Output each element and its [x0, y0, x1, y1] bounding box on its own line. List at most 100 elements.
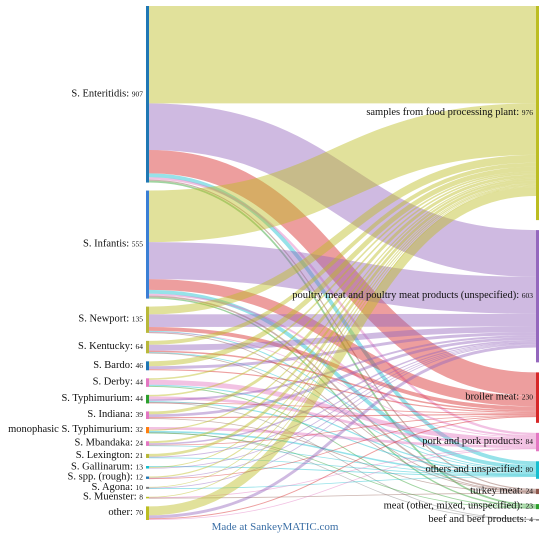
source-node-s-agona[interactable] [146, 486, 149, 489]
flow-s-infantis-to-pork-and-pork-products[interactable] [148, 293, 537, 438]
flow-s-derby-to-samples-from-food-processing-plant[interactable] [148, 171, 537, 380]
flow-s-typhimurium-to-broiler-meat[interactable] [148, 402, 537, 414]
flow-s-muenster-to-pork-and-pork-products[interactable] [148, 447, 537, 499]
target-node-turkey-meat[interactable] [536, 488, 539, 495]
flow-s-infantis-to-meat-other-mixed-unspecified[interactable] [148, 297, 537, 508]
flow-other-to-samples-from-food-processing-plant[interactable] [148, 187, 537, 516]
flow-s-derby-to-others-and-unspecified[interactable] [148, 384, 537, 472]
flow-s-kentucky-to-poultry-meat-and-poultry-meat-products-unspecified[interactable] [148, 326, 537, 351]
flow-s-kentucky-to-turkey-meat[interactable] [148, 352, 537, 493]
flow-monophasic-s-typhimurium-to-pork-and-pork-products[interactable] [148, 427, 537, 449]
flow-s-gallinarum-to-others-and-unspecified[interactable] [148, 466, 537, 477]
flow-s-indiana-to-broiler-meat[interactable] [148, 413, 537, 419]
flow-s-typhimurium-to-beef-and-beef-products[interactable] [148, 402, 537, 520]
flow-s-bardo-to-broiler-meat[interactable] [148, 369, 537, 414]
target-node-poultry-meat-and-poultry-meat-products-unspecified[interactable] [536, 230, 539, 363]
flow-s-bardo-to-samples-from-food-processing-plant[interactable] [148, 166, 537, 367]
flow-s-newport-to-turkey-meat[interactable] [148, 332, 537, 493]
flow-s-newport-to-pork-and-pork-products[interactable] [148, 331, 537, 438]
flow-s-typhimurium-to-poultry-meat-and-poultry-meat-products-unspecified[interactable] [148, 335, 537, 402]
flow-s-enteritidis-to-broiler-meat[interactable] [148, 150, 537, 396]
source-node-s-infantis[interactable] [146, 190, 149, 299]
source-node-s-typhimurium[interactable] [146, 394, 149, 404]
flow-s-enteritidis-to-meat-other-mixed-unspecified[interactable] [148, 180, 537, 506]
flow-s-indiana-to-turkey-meat[interactable] [148, 418, 537, 494]
flow-s-newport-to-others-and-unspecified[interactable] [148, 330, 537, 471]
flow-s-agona-to-poultry-meat-and-poultry-meat-products-unspecified[interactable] [148, 343, 537, 489]
flow-s-typhimurium-to-pork-and-pork-products[interactable] [148, 396, 537, 446]
flow-s-enteritidis-to-others-and-unspecified[interactable] [148, 173, 537, 466]
flow-s-newport-to-broiler-meat[interactable] [148, 327, 537, 411]
flow-s-muenster-to-turkey-meat[interactable] [148, 492, 537, 499]
source-node-s-gallinarum[interactable] [146, 466, 149, 469]
flow-monophasic-s-typhimurium-to-samples-from-food-processing-plant[interactable] [148, 177, 537, 431]
flow-s-agona-to-others-and-unspecified[interactable] [148, 476, 537, 490]
flow-s-lexington-to-samples-from-food-processing-plant[interactable] [148, 180, 537, 457]
source-node-s-enteritidis[interactable] [146, 6, 149, 183]
flow-s-newport-to-poultry-meat-and-poultry-meat-products-unspecified[interactable] [148, 313, 537, 328]
flow-s-mbandaka-to-samples-from-food-processing-plant[interactable] [148, 178, 537, 444]
flow-s-bardo-to-poultry-meat-and-poultry-meat-products-unspecified[interactable] [148, 332, 537, 370]
target-node-beef-and-beef-products[interactable] [536, 519, 539, 521]
flow-s-enteritidis-to-poultry-meat-and-poultry-meat-products-unspecified[interactable] [148, 103, 537, 277]
source-s-spp-rough-label: S. spp. (rough): 12 [68, 472, 144, 483]
flow-s-agona-to-samples-from-food-processing-plant[interactable] [148, 185, 537, 488]
target-turkey-meat-value: 24 [526, 486, 534, 495]
flow-s-derby-to-pork-and-pork-products[interactable] [148, 379, 537, 443]
target-node-meat-other-mixed-unspecified[interactable] [536, 504, 539, 510]
flow-s-kentucky-to-broiler-meat[interactable] [148, 350, 537, 412]
source-monophasic-s-typhimurium-label: monophasic S. Typhimurium: 32 [8, 425, 143, 436]
target-node-broiler-meat[interactable] [536, 372, 539, 423]
flow-s-indiana-to-samples-from-food-processing-plant[interactable] [148, 174, 537, 415]
flow-s-gallinarum-to-poultry-meat-and-poultry-meat-products-unspecified[interactable] [148, 342, 537, 469]
flow-s-mbandaka-to-broiler-meat[interactable] [148, 415, 537, 446]
flow-other-to-pork-and-pork-products[interactable] [148, 448, 537, 521]
flow-monophasic-s-typhimurium-to-meat-other-mixed-unspecified[interactable] [148, 432, 537, 509]
source-node-s-indiana[interactable] [146, 411, 149, 420]
source-node-other[interactable] [146, 506, 149, 520]
source-node-s-lexington[interactable] [146, 453, 149, 459]
flow-other-to-poultry-meat-and-poultry-meat-products-unspecified[interactable] [148, 344, 537, 519]
target-node-samples-from-food-processing-plant[interactable] [536, 6, 539, 221]
flow-s-kentucky-to-samples-from-food-processing-plant[interactable] [148, 162, 537, 345]
flow-s-infantis-to-others-and-unspecified[interactable] [148, 289, 537, 470]
flow-s-spp-rough-to-samples-from-food-processing-plant[interactable] [148, 184, 537, 478]
flow-s-kentucky-to-others-and-unspecified[interactable] [148, 352, 537, 471]
target-meat-other-mixed-unspecified-value: 23 [526, 501, 534, 510]
flow-monophasic-s-typhimurium-to-beef-and-beef-products[interactable] [148, 432, 537, 521]
source-node-s-bardo[interactable] [146, 361, 149, 371]
flow-s-gallinarum-to-samples-from-food-processing-plant[interactable] [148, 183, 537, 468]
flow-s-newport-to-samples-from-food-processing-plant[interactable] [148, 154, 537, 315]
flow-s-typhimurium-to-samples-from-food-processing-plant[interactable] [148, 173, 537, 397]
source-node-monophasic-s-typhimurium[interactable] [146, 427, 149, 434]
source-node-s-derby[interactable] [146, 378, 149, 387]
flow-other-to-broiler-meat[interactable] [148, 416, 537, 520]
source-node-s-kentucky[interactable] [146, 340, 149, 354]
flow-monophasic-s-typhimurium-to-others-and-unspecified[interactable] [148, 430, 537, 475]
source-s-indiana-name: S. Indiana: [87, 410, 135, 421]
flow-s-spp-rough-to-poultry-meat-and-poultry-meat-products-unspecified[interactable] [148, 342, 537, 479]
flow-s-lexington-to-others-and-unspecified[interactable] [148, 457, 537, 476]
flow-s-infantis-to-poultry-meat-and-poultry-meat-products-unspecified[interactable] [148, 242, 537, 314]
source-node-s-muenster[interactable] [146, 496, 149, 499]
flow-s-infantis-to-samples-from-food-processing-plant[interactable] [148, 103, 537, 243]
flow-s-infantis-to-broiler-meat[interactable] [148, 279, 537, 407]
flow-s-muenster-to-samples-from-food-processing-plant[interactable] [148, 186, 537, 498]
target-others-and-unspecified-label: others and unspecified: 80 [425, 464, 533, 475]
flow-s-mbandaka-to-poultry-meat-and-poultry-meat-products-unspecified[interactable] [148, 339, 537, 445]
made-with-credit[interactable]: Made at SankeyMATIC.com [211, 521, 339, 533]
target-node-pork-and-pork-products[interactable] [536, 432, 539, 452]
flow-s-enteritidis-to-pork-and-pork-products[interactable] [148, 177, 537, 436]
flow-s-indiana-to-poultry-meat-and-poultry-meat-products-unspecified[interactable] [148, 337, 537, 418]
flow-s-enteritidis-to-turkey-meat[interactable] [148, 179, 537, 490]
flow-s-mbandaka-to-others-and-unspecified[interactable] [148, 445, 537, 476]
flow-s-infantis-to-turkey-meat[interactable] [148, 295, 537, 492]
flow-s-derby-to-meat-other-mixed-unspecified[interactable] [148, 385, 537, 509]
target-node-others-and-unspecified[interactable] [536, 461, 539, 479]
flow-s-typhimurium-to-others-and-unspecified[interactable] [148, 401, 537, 474]
source-node-s-newport[interactable] [146, 306, 149, 333]
flow-s-lexington-to-poultry-meat-and-poultry-meat-products-unspecified[interactable] [148, 341, 537, 458]
source-node-s-spp-rough[interactable] [146, 476, 149, 479]
source-node-s-mbandaka[interactable] [146, 441, 149, 446]
flow-s-spp-rough-to-broiler-meat[interactable] [148, 415, 537, 480]
